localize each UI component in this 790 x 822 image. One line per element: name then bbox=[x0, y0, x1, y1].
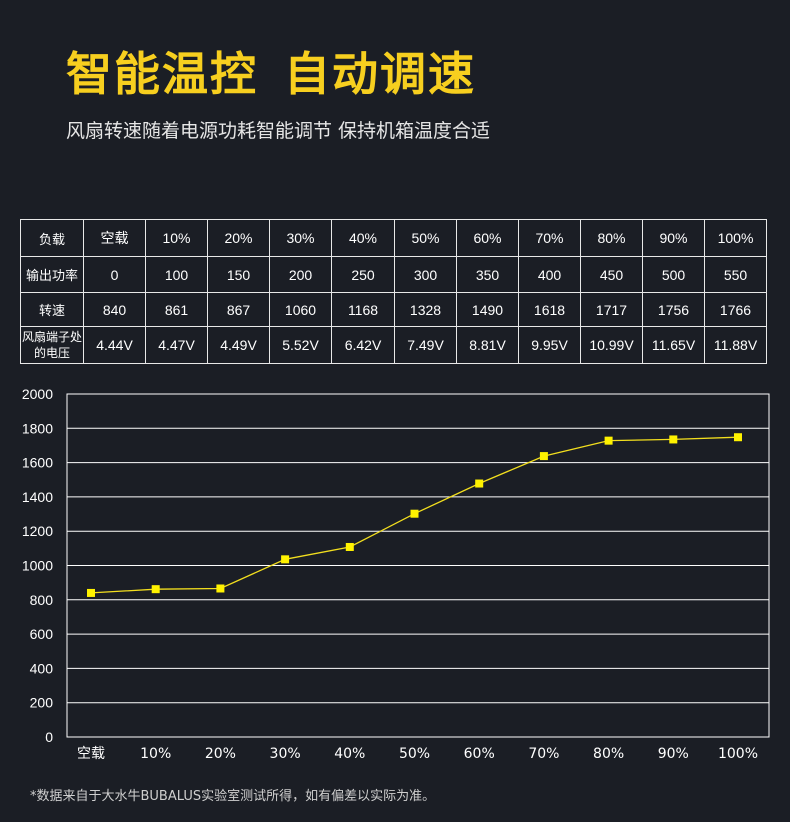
y-tick-label: 0 bbox=[45, 729, 53, 745]
title-part-1: 智能温控 bbox=[66, 47, 258, 101]
x-tick-label: 40% bbox=[334, 746, 365, 762]
table-cell: 4.49V bbox=[207, 326, 270, 364]
table-cell: 6.42V bbox=[331, 326, 395, 364]
data-point-marker bbox=[151, 585, 160, 594]
table-cell: 60% bbox=[456, 219, 519, 257]
data-point-marker bbox=[410, 509, 419, 518]
x-tick-label: 空载 bbox=[77, 746, 105, 762]
table-cell: 1060 bbox=[269, 292, 332, 327]
y-tick-label: 1000 bbox=[22, 558, 53, 574]
table-row-load: 负载 空载 10% 20% 30% 40% 50% 60% 70% 80% 90… bbox=[20, 219, 767, 257]
table-cell: 1328 bbox=[394, 292, 457, 327]
table-cell: 867 bbox=[207, 292, 270, 327]
table-cell: 70% bbox=[518, 219, 581, 257]
table-row-output-power: 输出功率 0 100 150 200 250 300 350 400 450 5… bbox=[20, 256, 767, 293]
data-point-marker bbox=[87, 588, 95, 597]
table-cell: 1717 bbox=[580, 292, 643, 327]
table-cell: 400 bbox=[518, 256, 581, 293]
data-point-marker bbox=[539, 452, 548, 461]
x-tick-label: 90% bbox=[658, 746, 689, 762]
table-cell: 空载 bbox=[83, 219, 146, 257]
table-cell: 100 bbox=[145, 256, 208, 293]
data-point-marker bbox=[604, 436, 613, 445]
x-tick-label: 30% bbox=[270, 746, 301, 762]
data-point-marker bbox=[475, 479, 484, 488]
y-tick-label: 400 bbox=[30, 660, 54, 676]
y-tick-label: 1200 bbox=[22, 523, 53, 539]
y-tick-label: 1600 bbox=[22, 455, 53, 471]
table-cell: 1490 bbox=[456, 292, 519, 327]
table-cell: 5.52V bbox=[269, 326, 332, 364]
x-tick-label: 70% bbox=[528, 746, 559, 762]
table-cell: 450 bbox=[580, 256, 643, 293]
x-tick-label: 50% bbox=[399, 746, 430, 762]
table-cell: 4.47V bbox=[145, 326, 208, 364]
table-cell: 8.81V bbox=[456, 326, 519, 364]
table-cell: 20% bbox=[207, 219, 270, 257]
y-tick-label: 1400 bbox=[22, 489, 53, 505]
table-cell: 30% bbox=[269, 219, 332, 257]
fan-spec-table: 负载 空载 10% 20% 30% 40% 50% 60% 70% 80% 90… bbox=[20, 219, 767, 364]
table-cell: 150 bbox=[207, 256, 270, 293]
table-cell: 1766 bbox=[704, 292, 767, 327]
y-tick-label: 2000 bbox=[22, 386, 53, 402]
table-cell: 7.49V bbox=[394, 326, 457, 364]
table-cell: 0 bbox=[83, 256, 146, 293]
table-cell: 4.44V bbox=[83, 326, 146, 364]
page-title: 智能温控 自动调速 bbox=[66, 38, 476, 104]
y-tick-label: 200 bbox=[30, 695, 54, 711]
data-point-marker bbox=[281, 555, 290, 564]
x-tick-label: 80% bbox=[593, 746, 624, 762]
table-cell: 250 bbox=[331, 256, 395, 293]
row-header-output-power: 输出功率 bbox=[20, 256, 84, 293]
table-cell: 40% bbox=[331, 219, 395, 257]
table-cell: 90% bbox=[642, 219, 705, 257]
table-cell: 9.95V bbox=[518, 326, 581, 364]
table-cell: 350 bbox=[456, 256, 519, 293]
table-row-fan-speed: 转速 840 861 867 1060 1168 1328 1490 1618 … bbox=[20, 292, 767, 327]
row-header-fan-voltage: 风扇端子处的电压 bbox=[20, 326, 84, 364]
table-cell: 100% bbox=[704, 219, 767, 257]
row-header-load: 负载 bbox=[20, 219, 84, 257]
table-cell: 861 bbox=[145, 292, 208, 327]
table-cell: 300 bbox=[394, 256, 457, 293]
x-tick-label: 100% bbox=[718, 746, 758, 762]
table-cell: 500 bbox=[642, 256, 705, 293]
table-cell: 10.99V bbox=[580, 326, 643, 364]
table-cell: 550 bbox=[704, 256, 767, 293]
y-tick-label: 800 bbox=[30, 592, 54, 608]
table-cell: 80% bbox=[580, 219, 643, 257]
fan-speed-line-chart: 0 200 400 600 800 1000 1200 1400 1600 1800 2000 空载 1… bbox=[22, 386, 770, 762]
y-tick-label: 1800 bbox=[22, 420, 53, 436]
row-header-fan-speed: 转速 bbox=[20, 292, 84, 327]
y-tick-label: 600 bbox=[30, 626, 54, 642]
data-point-marker bbox=[734, 433, 742, 442]
table-row-fan-voltage: 风扇端子处的电压 4.44V 4.47V 4.49V 5.52V 6.42V 7… bbox=[20, 326, 767, 364]
x-tick-label: 20% bbox=[205, 746, 236, 762]
table-cell: 840 bbox=[83, 292, 146, 327]
footnote: *数据来自于大水牛BUBALUS实验室测试所得，如有偏差以实际为准。 bbox=[30, 789, 436, 804]
table-cell: 1168 bbox=[331, 292, 395, 327]
table-cell: 11.65V bbox=[642, 326, 705, 364]
table-cell: 50% bbox=[394, 219, 457, 257]
title-part-2: 自动调速 bbox=[284, 47, 476, 101]
table-cell: 11.88V bbox=[704, 326, 767, 364]
data-point-marker bbox=[669, 435, 678, 444]
page-subtitle: 风扇转速随着电源功耗智能调节 保持机箱温度合适 bbox=[66, 120, 491, 142]
x-tick-label: 10% bbox=[140, 746, 171, 762]
data-point-marker bbox=[216, 584, 225, 593]
table-cell: 10% bbox=[145, 219, 208, 257]
table-cell: 1618 bbox=[518, 292, 581, 327]
table-cell: 1756 bbox=[642, 292, 705, 327]
table-cell: 200 bbox=[269, 256, 332, 293]
x-tick-label: 60% bbox=[464, 746, 495, 762]
data-point-marker bbox=[345, 542, 354, 551]
